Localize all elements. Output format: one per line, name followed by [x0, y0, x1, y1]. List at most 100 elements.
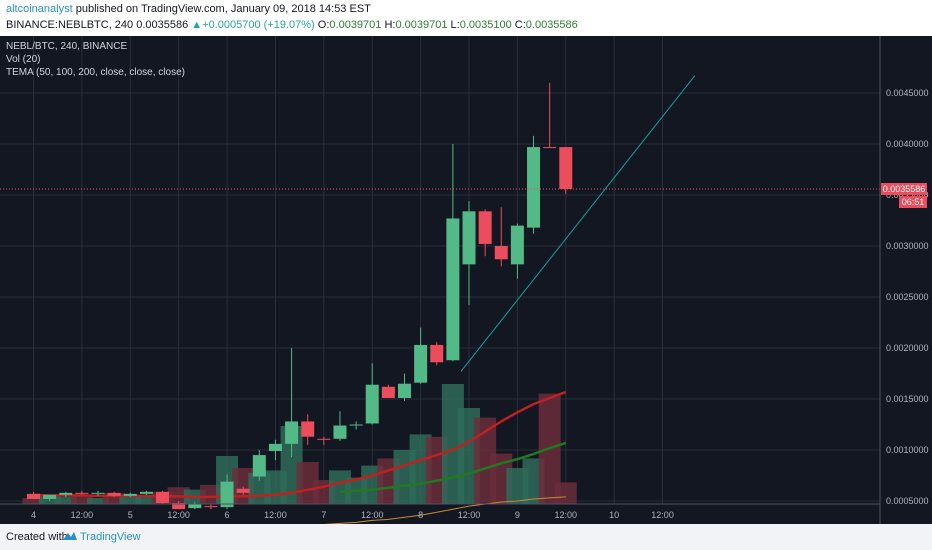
- candle-body: [301, 421, 315, 437]
- candle: [381, 384, 395, 398]
- price-tag-value: 0.0035586: [883, 184, 926, 194]
- time-tick-label: 8: [418, 510, 423, 520]
- candle: [478, 209, 492, 257]
- candle-body: [446, 218, 460, 361]
- candle-body: [559, 147, 573, 189]
- time-tick-label: 12:00: [458, 510, 481, 520]
- up-arrow-icon: ▲: [191, 19, 203, 31]
- candle-body: [414, 344, 428, 383]
- price-tick-label: 0.0010000: [886, 445, 929, 455]
- legend-tema: TEMA (50, 100, 200, close, close, close): [6, 67, 185, 78]
- candle-body: [381, 386, 395, 398]
- price-tick-label: 0.0040000: [886, 139, 929, 149]
- chart-area[interactable]: 0.00450000.00400000.00350000.00300000.00…: [0, 36, 932, 531]
- trend-line: [460, 75, 696, 372]
- price-tick-label: 0.0015000: [886, 394, 929, 404]
- chart-header: altcoinanalyst published on TradingView.…: [0, 0, 932, 36]
- candle: [59, 491, 73, 497]
- tema-100-line: [339, 441, 567, 494]
- candle-body: [172, 503, 186, 510]
- footer: Created with TradingView: [0, 524, 932, 550]
- candle: [123, 492, 137, 497]
- candle: [75, 490, 89, 495]
- tema-50-line: [33, 390, 567, 499]
- candle: [365, 363, 379, 425]
- time-tick-label: 10: [609, 510, 619, 520]
- price-change: +0.0005700 (+19.07%): [202, 19, 315, 31]
- candle-body: [365, 384, 379, 424]
- candle: [220, 474, 234, 510]
- tradingview-logo-icon: [63, 532, 77, 540]
- price-tag-box: [881, 183, 927, 196]
- tradingview-brand[interactable]: TradingView: [80, 531, 141, 543]
- candle-body: [27, 493, 40, 499]
- price-tick-label: 0.0020000: [886, 343, 929, 353]
- candle: [333, 411, 347, 441]
- candle: [527, 135, 541, 234]
- symbol-label: BINANCE:NEBLBTC, 240: [6, 19, 134, 31]
- candle: [236, 486, 250, 495]
- candle: [268, 439, 282, 461]
- candle-body: [430, 344, 444, 363]
- author-link[interactable]: altcoinanalyst: [6, 3, 73, 15]
- candle: [510, 223, 524, 279]
- candle-body: [268, 443, 282, 452]
- candle: [139, 490, 153, 495]
- time-tick-label: 12:00: [71, 510, 94, 520]
- tema-indicators: [33, 75, 696, 531]
- price-axis[interactable]: 0.00450000.00400000.00350000.00300000.00…: [886, 88, 929, 506]
- time-tick-label: 9: [515, 510, 520, 520]
- legend-symbol: NEBL/BTC, 240, BINANCE: [6, 41, 127, 52]
- created-with-label: Created with: [6, 531, 68, 543]
- candle: [107, 491, 121, 497]
- candle-body: [204, 506, 218, 508]
- volume-bar: [103, 493, 126, 504]
- candle-body: [527, 147, 541, 228]
- candle: [543, 82, 557, 149]
- open-value: 0.0039701: [329, 19, 382, 31]
- candle-body: [543, 147, 557, 149]
- candle: [559, 147, 573, 194]
- candle-body: [494, 246, 508, 260]
- candle: [301, 414, 315, 445]
- candle-body: [107, 492, 121, 496]
- volume-bar: [135, 496, 158, 504]
- candle: [204, 504, 218, 510]
- candle: [446, 144, 460, 362]
- candle-body: [123, 493, 137, 496]
- candle: [317, 436, 331, 445]
- time-tick-label: 4: [31, 510, 36, 520]
- candle-body: [510, 225, 524, 265]
- candle: [27, 491, 40, 499]
- candle: [188, 502, 202, 510]
- volume-bar: [87, 498, 110, 504]
- candle-body: [139, 491, 153, 494]
- candle-body: [156, 491, 170, 504]
- volume-bar: [119, 495, 142, 504]
- candle-body: [285, 421, 299, 444]
- close-label: C:: [514, 19, 526, 31]
- grid: [0, 36, 880, 504]
- time-tick-label: 7: [321, 510, 326, 520]
- candlestick-chart[interactable]: 0.00450000.00400000.00350000.00300000.00…: [0, 36, 932, 531]
- publish-line: altcoinanalyst published on TradingView.…: [6, 3, 371, 15]
- candle: [252, 450, 266, 481]
- candle: [397, 373, 411, 402]
- open-label: O:: [317, 19, 330, 31]
- high-label: H:: [384, 19, 396, 31]
- candle: [91, 490, 105, 496]
- last-price: 0.0035586: [136, 19, 189, 31]
- low-value: 0.0035100: [459, 19, 512, 31]
- time-tick-label: 12:00: [167, 510, 190, 520]
- candle-body: [75, 492, 89, 494]
- candle-body: [91, 492, 105, 494]
- time-tick-label: 12:00: [361, 510, 384, 520]
- time-tick-label: 6: [225, 510, 230, 520]
- candle-body: [349, 424, 363, 426]
- time-axis[interactable]: 4 12:00 5 12:00 6 12:00 7 12:00 8 12:00 9 12:00 10 12…: [31, 510, 674, 520]
- countdown-box: [899, 196, 927, 209]
- volume-bar: [22, 498, 45, 504]
- candle: [430, 341, 444, 366]
- candle-body: [397, 383, 411, 398]
- published-text: published on TradingView.com, January 09…: [75, 3, 371, 15]
